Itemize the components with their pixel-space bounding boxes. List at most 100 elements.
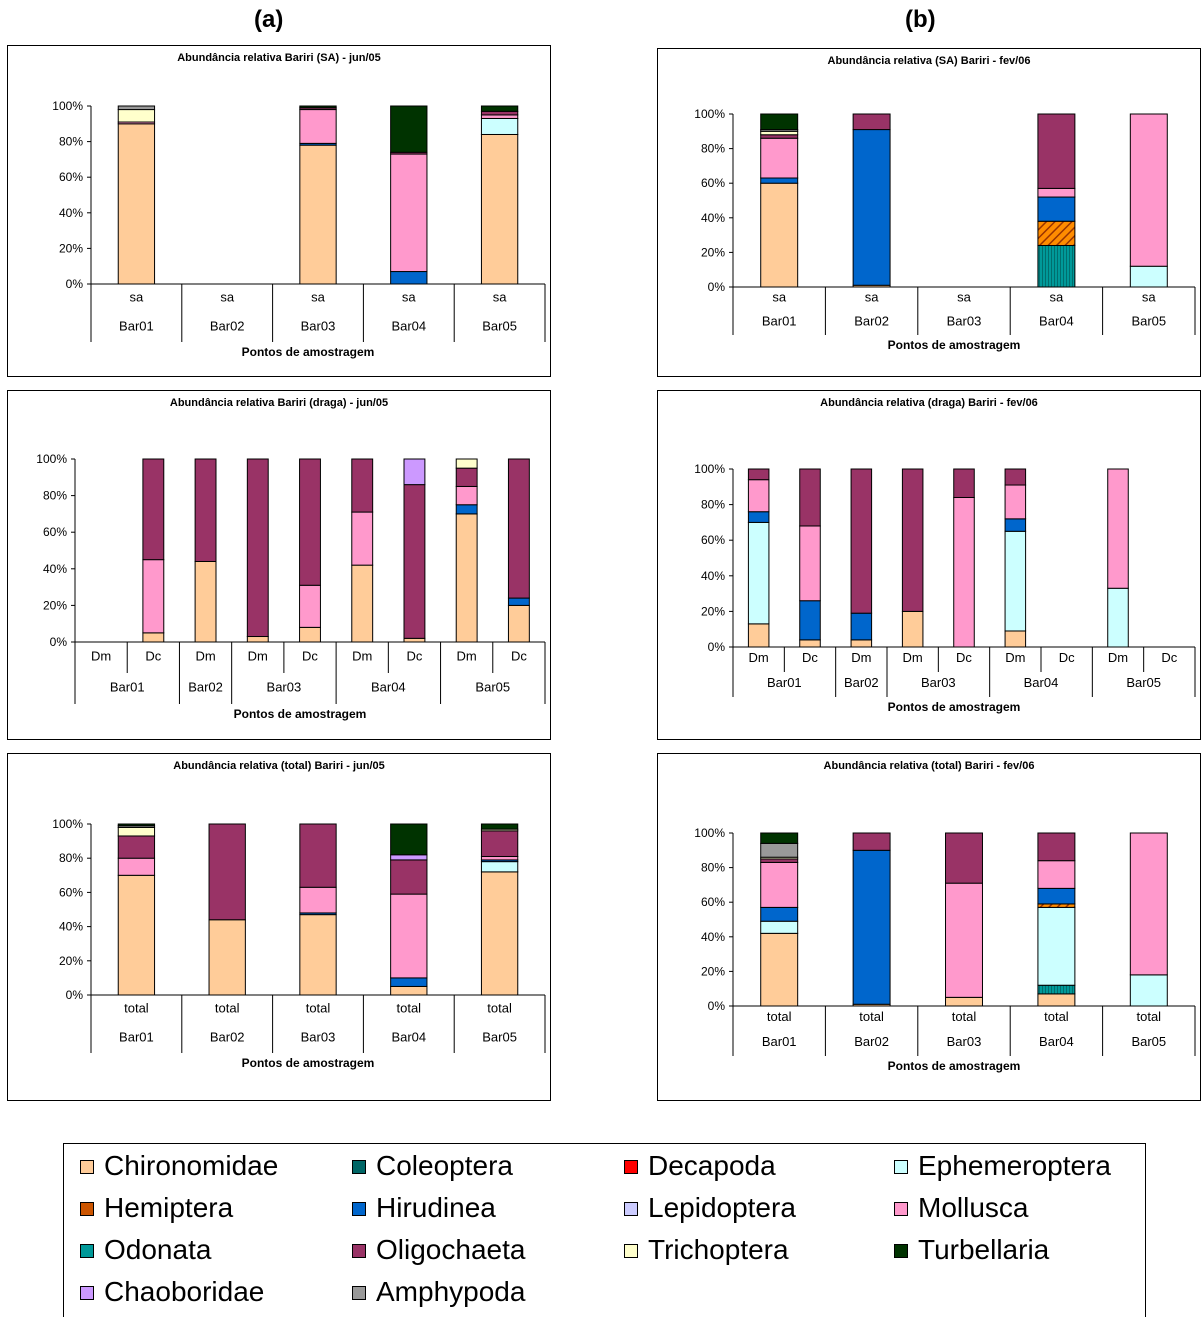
bar-segment-oligochaeta	[799, 468, 821, 527]
bar-segment-chironomidae	[850, 639, 873, 648]
y-tick-label: 40%	[59, 920, 83, 934]
bar-segment-chironomidae	[1004, 630, 1027, 648]
bar-segment-mollusca	[1037, 187, 1076, 198]
group-label: Bar04	[371, 680, 406, 695]
bar-segment-mollusca	[953, 496, 975, 648]
bar-segment-hirudinea	[390, 977, 428, 987]
bar-segment-chironomidae	[390, 985, 428, 996]
bar-segment-oligochaeta	[953, 468, 975, 498]
y-tick-label: 100%	[694, 462, 725, 476]
x-tick-label: Dm	[195, 649, 215, 664]
bar-segment-oligochaeta	[299, 458, 321, 586]
group-label: Bar04	[391, 318, 426, 333]
bar-segment-chaoboridae	[403, 458, 426, 486]
bar-segment-hirudinea	[390, 271, 428, 285]
bar-segment-chironomidae	[799, 639, 821, 648]
bar-segment-mollusca	[117, 857, 156, 876]
group-label: Bar02	[210, 1029, 245, 1044]
bar-segment-oligochaeta	[480, 830, 519, 857]
legend-label: Trichoptera	[648, 1234, 789, 1265]
bar-segment-chironomidae	[455, 513, 478, 643]
bar-segment-ephemeroptera	[480, 861, 519, 873]
legend-swatch	[80, 1286, 94, 1300]
bar-segment-oligochaeta	[299, 823, 337, 888]
panel-label-b: (b)	[905, 6, 936, 33]
x-axis-label: Pontos de amostragem	[242, 1056, 375, 1070]
x-tick-label: sa	[1050, 289, 1065, 304]
bar-segment-oligochaeta	[117, 835, 156, 859]
legend-label: Mollusca	[918, 1192, 1029, 1223]
legend-swatch	[352, 1202, 366, 1216]
x-axis-label: Pontos de amostragem	[234, 707, 367, 721]
group-label: Bar05	[475, 680, 510, 695]
bar-segment-chironomidae	[194, 560, 217, 643]
bar-segment-mollusca	[480, 114, 519, 119]
bar-segment-mollusca	[1129, 832, 1168, 976]
group-label: Bar04	[391, 1029, 426, 1044]
x-tick-label: Dc	[1059, 650, 1075, 665]
chart-draga-jun05: Abundância relativa Bariri (draga) - jun…	[7, 390, 551, 740]
x-tick-label: Dm	[1005, 650, 1025, 665]
bar-segment-hirudinea	[852, 129, 891, 286]
chart-title: Abundância relativa Bariri (draga) - jun…	[169, 397, 389, 409]
bar-segment-trichoptera	[455, 458, 478, 469]
legend-label: Lepidoptera	[648, 1192, 796, 1223]
group-label: Bar04	[1039, 1034, 1074, 1049]
x-tick-label: Dm	[457, 649, 477, 664]
group-label: Bar05	[1131, 313, 1166, 328]
bar-segment-mollusca	[1004, 484, 1027, 520]
legend-swatch	[80, 1160, 94, 1174]
group-label: Bar03	[947, 313, 982, 328]
y-tick-label: 20%	[43, 598, 67, 612]
y-tick-label: 80%	[701, 498, 725, 512]
bar-segment-chironomidae	[142, 632, 165, 643]
bar-segment-turbellaria	[299, 105, 337, 109]
y-tick-label: 80%	[701, 142, 725, 156]
bar-segment-oligochaeta	[403, 484, 426, 639]
bar-segment-oligochaeta	[945, 832, 983, 884]
bar-segment-trichoptera	[760, 130, 799, 136]
legend-label: Hirudinea	[376, 1192, 496, 1223]
bar-segment-hirudinea	[850, 612, 873, 641]
group-label: Bar03	[267, 680, 302, 695]
y-tick-label: 100%	[36, 452, 67, 466]
bar-segment-hemiptera	[1037, 220, 1076, 246]
group-label: Bar05	[482, 1029, 517, 1044]
y-tick-label: 100%	[52, 99, 83, 113]
x-tick-label: Dc	[145, 649, 161, 664]
chart-total-fev06: Abundância relativa (total) Bariri - fev…	[657, 753, 1201, 1101]
legend-swatch	[352, 1244, 366, 1258]
x-tick-label: sa	[772, 289, 787, 304]
bar-segment-oligochaeta	[390, 859, 428, 895]
bar-segment-chironomidae	[299, 144, 337, 285]
y-tick-label: 0%	[66, 988, 84, 1002]
bar-segment-trichoptera	[117, 109, 156, 123]
bar-segment-hirudinea	[1037, 887, 1076, 905]
y-tick-label: 60%	[59, 170, 83, 184]
bar-segment-hirudinea	[507, 597, 530, 606]
y-tick-label: 80%	[59, 135, 83, 149]
bar-segment-oligochaeta	[142, 458, 165, 561]
x-tick-label: Dc	[302, 649, 318, 664]
bar-segment-hirudinea	[747, 511, 770, 523]
y-tick-label: 60%	[59, 885, 83, 899]
legend-swatch	[624, 1160, 638, 1174]
legend-swatch	[624, 1244, 638, 1258]
y-tick-label: 100%	[694, 826, 725, 840]
chart-svg: 0% 20% 40% 60% 80% 100% sa sa sa sa sa Bar01 Bar02 Ba…	[52, 99, 546, 359]
y-tick-label: 20%	[59, 241, 83, 255]
y-tick-label: 100%	[694, 107, 725, 121]
bar-segment-chironomidae	[747, 623, 770, 648]
x-tick-label: Dm	[352, 649, 372, 664]
y-tick-label: 40%	[701, 211, 725, 225]
x-tick-label: sa	[311, 289, 326, 304]
bar-segment-chironomidae	[208, 919, 246, 996]
chart-total-jun05: Abundância relativa (total) Bariri - jun…	[7, 753, 551, 1101]
bar-segment-mollusca	[299, 109, 337, 144]
chart-sa-fev06: Abundância relativa (SA) Bariri - fev/06…	[657, 48, 1201, 377]
bar-segment-hirudinea	[1037, 196, 1076, 222]
group-label: Bar03	[301, 318, 336, 333]
group-label: Bar05	[1126, 675, 1161, 690]
y-tick-label: 20%	[701, 604, 725, 618]
group-label: Bar03	[947, 1034, 982, 1049]
